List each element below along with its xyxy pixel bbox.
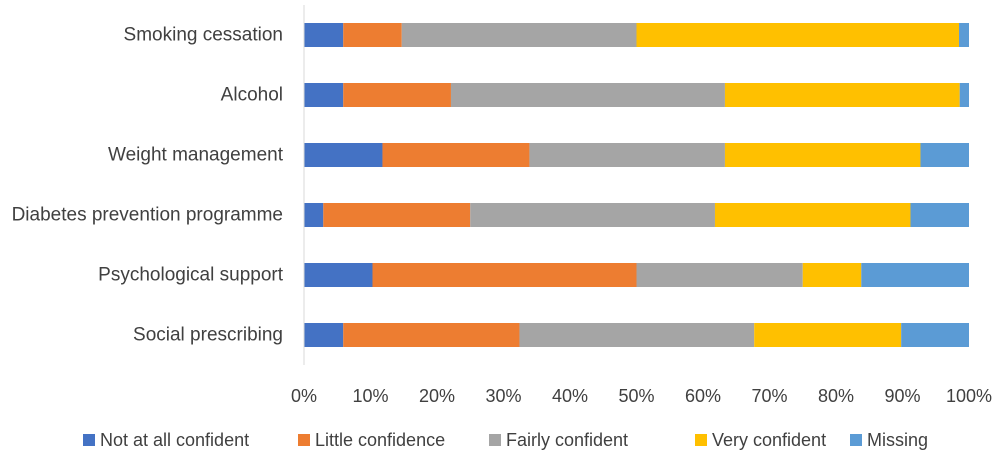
bar-segment-alcohol-missing — [959, 83, 969, 107]
bar-segment-alcohol-fairly-confident — [450, 83, 725, 107]
bar-segment-psychological-support-fairly-confident — [636, 263, 803, 287]
bar-segment-smoking-cessation-missing — [959, 23, 969, 47]
x-tick-label-9: 90% — [884, 386, 920, 406]
bar-segment-weight-management-missing — [920, 143, 969, 167]
bar-segment-social-prescribing-very-confident — [754, 323, 902, 347]
legend-label-little-confidence: Little confidence — [315, 430, 445, 450]
x-tick-label-6: 60% — [685, 386, 721, 406]
legend-swatch-very-confident — [695, 434, 707, 446]
legend-swatch-not-at-all-confident — [83, 434, 95, 446]
category-label-weight-management: Weight management — [108, 145, 284, 166]
bar-segment-diabetes-prevention-programme-missing — [910, 203, 969, 227]
bar-segment-weight-management-fairly-confident — [529, 143, 725, 167]
x-tick-label-4: 40% — [552, 386, 588, 406]
bar-segment-diabetes-prevention-programme-little-confidence — [323, 203, 471, 227]
x-tick-label-7: 70% — [751, 386, 787, 406]
bar-segment-smoking-cessation-little-confidence — [343, 23, 402, 47]
bar-segment-diabetes-prevention-programme-not-at-all-confident — [304, 203, 324, 227]
bar-segment-psychological-support-very-confident — [802, 263, 862, 287]
x-tick-label-8: 80% — [818, 386, 854, 406]
bar-segment-social-prescribing-little-confidence — [343, 323, 520, 347]
legend-label-very-confident: Very confident — [712, 430, 826, 450]
bar-segment-weight-management-little-confidence — [382, 143, 530, 167]
bar-segment-diabetes-prevention-programme-fairly-confident — [470, 203, 715, 227]
x-tick-label-0: 0% — [291, 386, 317, 406]
bar-segment-psychological-support-little-confidence — [372, 263, 637, 287]
category-label-diabetes-prevention-programme: Diabetes prevention programme — [12, 205, 283, 226]
x-tick-label-1: 10% — [352, 386, 388, 406]
category-label-psychological-support: Psychological support — [98, 265, 284, 286]
category-label-alcohol: Alcohol — [221, 85, 283, 106]
x-tick-label-5: 50% — [618, 386, 654, 406]
bar-segment-psychological-support-not-at-all-confident — [304, 263, 373, 287]
bar-segment-smoking-cessation-fairly-confident — [401, 23, 637, 47]
legend-swatch-little-confidence — [298, 434, 310, 446]
legend-label-not-at-all-confident: Not at all confident — [100, 430, 249, 450]
bar-segment-social-prescribing-not-at-all-confident — [304, 323, 344, 347]
bar-segment-alcohol-little-confidence — [343, 83, 451, 107]
bar-segment-psychological-support-missing — [861, 263, 969, 287]
x-tick-label-10: 100% — [946, 386, 992, 406]
legend-swatch-fairly-confident — [489, 434, 501, 446]
x-tick-labels: 0% 10% 20% 30% 40% 50% 60% 70% 80% 90% 100% — [291, 386, 992, 406]
category-labels: Smoking cessation Alcohol Weight managemen… — [12, 25, 284, 346]
bar-segment-weight-management-very-confident — [724, 143, 921, 167]
x-tick-label-2: 20% — [419, 386, 455, 406]
legend-swatch-missing — [850, 434, 862, 446]
category-label-social-prescribing: Social prescribing — [133, 325, 283, 346]
bar-segment-smoking-cessation-very-confident — [636, 23, 960, 47]
category-label-smoking-cessation: Smoking cessation — [124, 25, 283, 46]
bar-segment-social-prescribing-fairly-confident — [519, 323, 755, 347]
legend: Not at all confident Little confidence Fai… — [83, 430, 928, 450]
bar-segment-diabetes-prevention-programme-very-confident — [714, 203, 911, 227]
bar-segment-alcohol-not-at-all-confident — [304, 83, 344, 107]
bar-segment-weight-management-not-at-all-confident — [304, 143, 383, 167]
legend-label-missing: Missing — [867, 430, 928, 450]
x-tick-label-3: 30% — [485, 386, 521, 406]
legend-label-fairly-confident: Fairly confident — [506, 430, 628, 450]
bar-segment-smoking-cessation-not-at-all-confident — [304, 23, 344, 47]
bars-layer — [304, 23, 969, 347]
bar-segment-social-prescribing-missing — [901, 323, 969, 347]
bar-segment-alcohol-very-confident — [724, 83, 960, 107]
